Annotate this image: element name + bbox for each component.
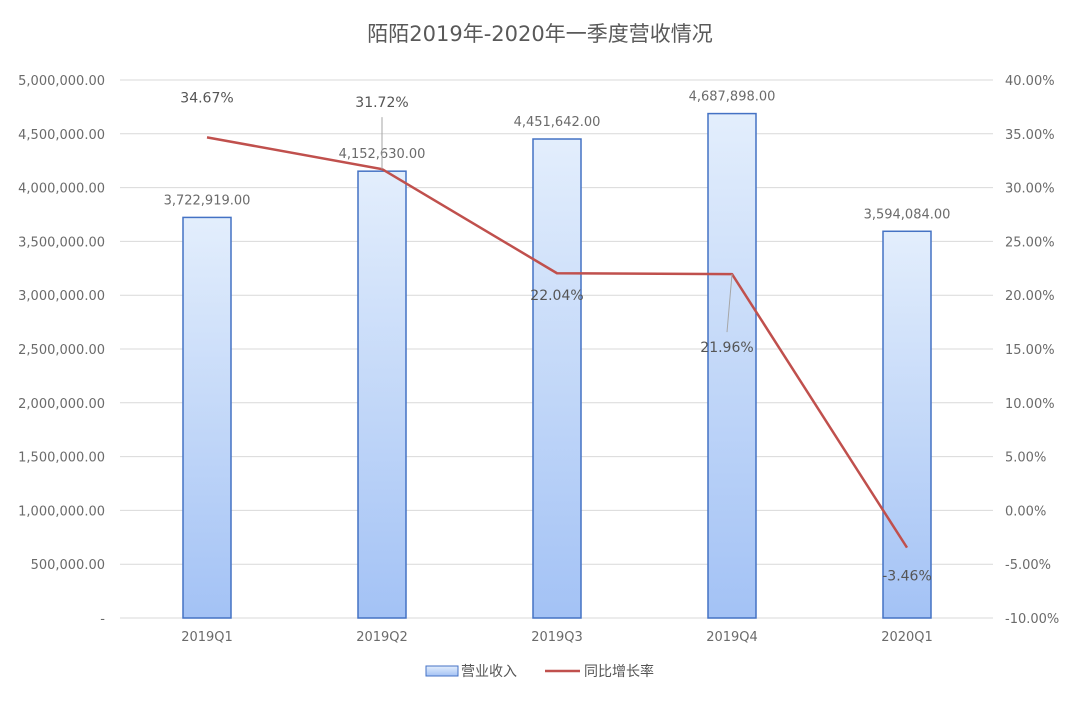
right-tick-label: 10.00%	[1005, 397, 1055, 412]
bar	[707, 112, 757, 619]
legend-swatch-bar	[425, 665, 459, 677]
left-tick-label: 3,000,000.00	[18, 289, 105, 304]
line-series	[206, 136, 909, 549]
line-value-label: -3.46%	[882, 569, 932, 585]
right-tick-label: 0.00%	[1005, 504, 1046, 519]
left-tick-label: 1,000,000.00	[18, 504, 105, 519]
left-tick-label: 500,000.00	[31, 558, 105, 573]
left-tick-label: 4,500,000.00	[18, 128, 105, 143]
bar-series	[182, 112, 932, 619]
bar	[882, 230, 932, 619]
category-label: 2019Q4	[706, 630, 758, 645]
line-value-label: 31.72%	[355, 95, 408, 111]
legend-label-line: 同比增长率	[584, 663, 654, 680]
left-tick-label: -	[100, 612, 105, 627]
right-tick-label: -10.00%	[1005, 612, 1059, 627]
growth-rate-line	[206, 136, 909, 549]
category-label: 2019Q2	[356, 630, 408, 645]
left-tick-label: 2,000,000.00	[18, 397, 105, 412]
right-tick-label: 20.00%	[1005, 289, 1055, 304]
right-tick-label: 15.00%	[1005, 343, 1055, 358]
label-leader-line	[726, 274, 733, 333]
line-value-label: 21.96%	[700, 340, 753, 356]
bar-value-label: 4,451,642.00	[514, 115, 601, 130]
right-tick-label: 35.00%	[1005, 128, 1055, 143]
left-tick-label: 5,000,000.00	[18, 74, 105, 89]
legend-label-bar: 营业收入	[461, 664, 517, 680]
right-tick-label: 30.00%	[1005, 182, 1055, 197]
left-y-axis: - 500,000.00 1,000,000.00 1,500,000.00 2,000…	[18, 74, 105, 627]
bar	[182, 216, 232, 619]
category-label: 2020Q1	[881, 630, 933, 645]
data-labels: 3,722,919.004,152,630.004,451,642.004,68…	[164, 90, 951, 585]
bar-value-label: 3,594,084.00	[864, 207, 951, 222]
chart-title: 陌陌2019年-2020年一季度营收情况	[367, 22, 712, 46]
category-label: 2019Q1	[181, 630, 233, 645]
right-y-axis: -10.00% -5.00% 0.00% 5.00% 10.00% 15.00% 20.00…	[1005, 74, 1059, 627]
legend: 营业收入 同比增长率	[425, 663, 654, 680]
line-value-label: 34.67%	[180, 90, 233, 106]
bar-value-label: 3,722,919.00	[164, 193, 251, 208]
bar	[357, 170, 407, 619]
left-tick-label: 1,500,000.00	[18, 451, 105, 466]
right-tick-label: -5.00%	[1005, 558, 1051, 573]
bar-value-label: 4,687,898.00	[689, 90, 776, 105]
line-value-label: 22.04%	[530, 288, 583, 304]
bar	[532, 138, 582, 619]
left-tick-label: 4,000,000.00	[18, 182, 105, 197]
x-axis-categories: 2019Q1 2019Q2 2019Q3 2019Q4 2020Q1	[181, 630, 933, 645]
left-tick-label: 2,500,000.00	[18, 343, 105, 358]
category-label: 2019Q3	[531, 630, 583, 645]
right-tick-label: 5.00%	[1005, 451, 1046, 466]
right-tick-label: 25.00%	[1005, 235, 1055, 250]
left-tick-label: 3,500,000.00	[18, 235, 105, 250]
right-tick-label: 40.00%	[1005, 74, 1055, 89]
